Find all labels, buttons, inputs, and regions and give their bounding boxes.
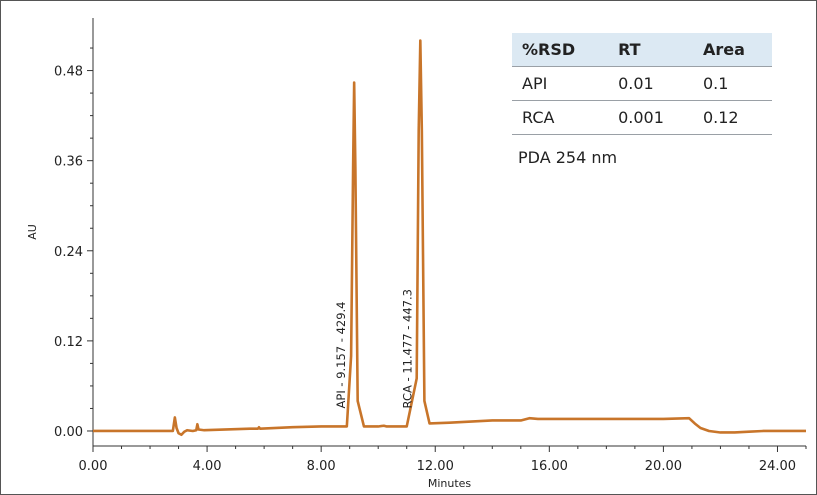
rsd-table-cell: 0.01: [608, 66, 693, 101]
y-tick-label: 0.00: [54, 425, 83, 440]
rsd-table-row: API 0.01 0.1: [512, 66, 772, 101]
rsd-table-cell: RCA: [512, 100, 609, 135]
peak-label: RCA - 11.477 - 447.3: [400, 289, 414, 408]
rsd-table-cell: 0.12: [692, 100, 772, 135]
x-tick-label: 8.00: [307, 459, 336, 474]
y-tick-label: 0.12: [54, 335, 83, 350]
x-axis-title: Minutes: [428, 477, 472, 490]
x-tick-label: 4.00: [193, 459, 222, 474]
rsd-table: %RSD RT Area API 0.01 0.1 RCA 0.001 0.12: [512, 33, 772, 135]
x-tick-label: 20.00: [645, 459, 682, 474]
rsd-table-cell: API: [512, 66, 609, 101]
peak-label: API - 9.157 - 429.4: [334, 301, 348, 408]
x-tick-label: 12.00: [417, 459, 454, 474]
x-tick-label: 0.00: [79, 459, 108, 474]
rsd-table-header-cell: Area: [692, 33, 772, 67]
rsd-table-header-cell: RT: [608, 33, 693, 67]
detector-note: PDA 254 nm: [518, 148, 618, 167]
y-tick-label: 0.36: [54, 155, 83, 170]
axes: 0.00 4.00 8.00 12.00 16.00 20.00 24.00 0.00 0.12…: [54, 18, 807, 474]
chromatogram-trace: [93, 39, 806, 437]
y-tick-label: 0.24: [54, 245, 83, 260]
rsd-table-header-cell: %RSD: [512, 33, 609, 67]
y-tick-label: 0.48: [54, 65, 83, 80]
rsd-table-cell: 0.1: [692, 66, 772, 101]
y-axis-title: AU: [26, 224, 39, 240]
marks: API - 9.157 - 429.4 RCA - 11.477 - 447.3: [93, 39, 806, 437]
x-tick-label: 24.00: [759, 459, 796, 474]
rsd-table-cell: 0.001: [608, 100, 693, 135]
rsd-table-header-row: %RSD RT Area: [512, 33, 772, 67]
rsd-table-row: RCA 0.001 0.12: [512, 100, 772, 135]
x-tick-label: 16.00: [531, 459, 568, 474]
